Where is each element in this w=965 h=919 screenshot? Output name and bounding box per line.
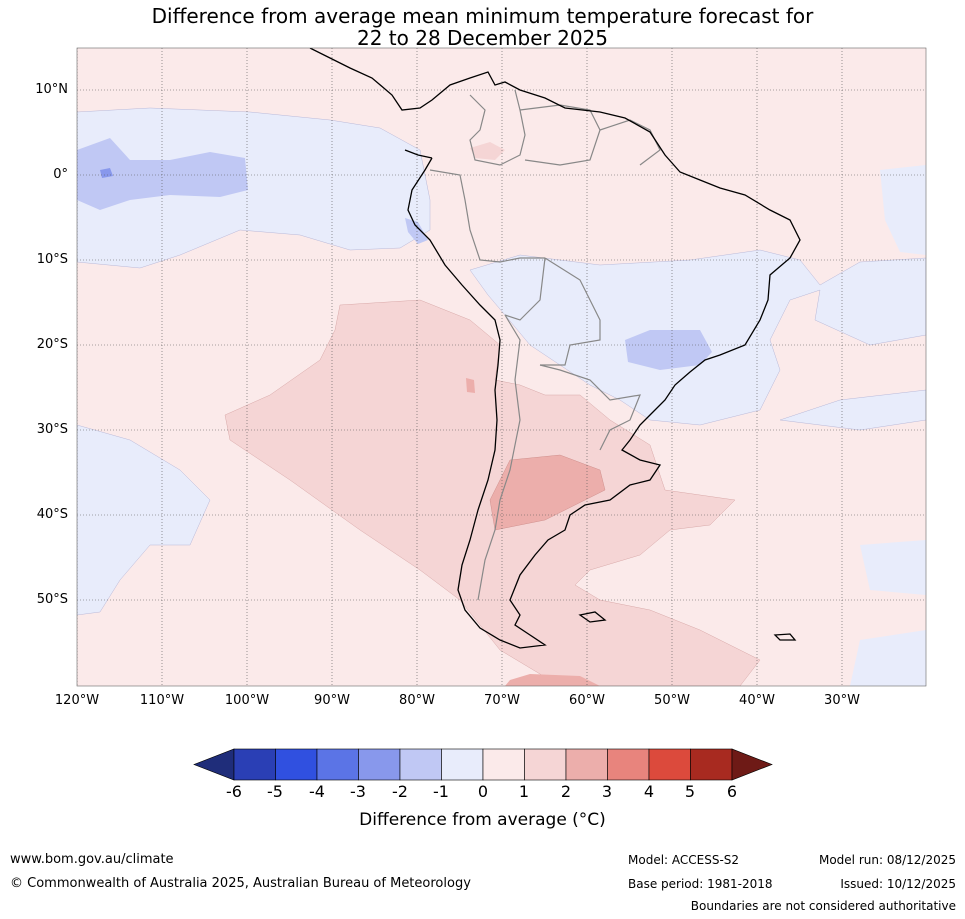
colorbar-bin — [607, 748, 650, 781]
footer-disclaimer: Boundaries are not considered authoritat… — [690, 899, 956, 913]
lon-label-40w: 40°W — [739, 693, 775, 708]
colorbar-bin — [316, 748, 359, 781]
cool-region-southeast-corner — [850, 630, 926, 686]
cool-region-pacific-core — [77, 138, 248, 210]
colorbar-tick: 0 — [477, 782, 489, 801]
colorbar-bin — [399, 748, 442, 781]
map-field — [77, 48, 926, 686]
colorbar-bin — [482, 748, 525, 781]
footer-copyright: © Commonwealth of Australia 2025, Austra… — [10, 876, 471, 891]
colorbar-extend-high — [731, 748, 773, 781]
lon-label-30w: 30°W — [824, 693, 860, 708]
colorbar-tick: -1 — [433, 782, 449, 801]
colorbar-tick: 3 — [601, 782, 613, 801]
lon-label-70w: 70°W — [484, 693, 520, 708]
cool-region-atlantic-east — [880, 165, 926, 255]
lat-label-30s: 30°S — [36, 422, 68, 437]
lat-label-10n: 10°N — [35, 82, 68, 97]
footer-base-period: Base period: 1981-2018 — [628, 877, 773, 891]
colorbar-tick: 1 — [518, 782, 530, 801]
map-frame — [76, 47, 927, 687]
colorbar-tick: -3 — [350, 782, 366, 801]
lon-label-80w: 80°W — [399, 693, 435, 708]
footer-issued: Issued: 10/12/2025 — [840, 877, 956, 891]
lon-label-120w: 120°W — [54, 693, 100, 708]
colorbar-bin — [648, 748, 691, 781]
colorbar-extend-low — [193, 748, 235, 781]
lon-label-50w: 50°W — [654, 693, 690, 708]
map-title-line1: Difference from average mean minimum tem… — [151, 4, 814, 28]
cool-region-south-atlantic — [779, 389, 926, 431]
warm-region-north — [470, 142, 505, 160]
coastline — [309, 48, 801, 649]
cool-region-brazil-core — [625, 330, 712, 370]
colorbar-bin — [275, 748, 318, 781]
colorbar-bin — [565, 748, 608, 781]
colorbar-bin — [441, 748, 484, 781]
colorbar — [193, 748, 773, 781]
footer-model-run: Model run: 08/12/2025 — [818, 853, 956, 867]
lon-label-60w: 60°W — [569, 693, 605, 708]
cool-region-south-pacific — [77, 424, 211, 616]
colorbar-tick: -4 — [309, 782, 325, 801]
colorbar-tick: 4 — [643, 782, 655, 801]
colorbar-tick: 6 — [726, 782, 738, 801]
colorbar-tick: -6 — [226, 782, 242, 801]
lat-label-10s: 10°S — [36, 252, 68, 267]
lat-label-50s: 50°S — [36, 592, 68, 607]
country-borders — [429, 89, 661, 601]
warm-region-pacific-spot — [466, 378, 475, 393]
colorbar-tick: -2 — [392, 782, 408, 801]
lat-label-0: 0° — [53, 167, 68, 182]
map-title-line2: 22 to 28 December 2025 — [356, 26, 608, 50]
colorbar-tick: 5 — [684, 782, 696, 801]
colorbar-bin — [358, 748, 401, 781]
colorbar-tick: -5 — [267, 782, 283, 801]
warm-region-argentina — [489, 454, 606, 531]
lon-label-100w: 100°W — [224, 693, 270, 708]
lon-label-110w: 110°W — [139, 693, 185, 708]
footer-url: www.bom.gov.au/climate — [10, 852, 174, 867]
lat-label-20s: 20°S — [36, 337, 68, 352]
cool-region-pacific-spot — [100, 168, 113, 178]
graticule — [77, 48, 926, 686]
warm-region-south-edge — [505, 674, 600, 686]
footer-model: Model: ACCESS-S2 — [628, 853, 740, 867]
cool-region-far-southeast — [860, 540, 926, 595]
lat-label-40s: 40°S — [36, 507, 68, 522]
colorbar-bin — [233, 748, 276, 781]
colorbar-bin — [690, 748, 733, 781]
lon-label-90w: 90°W — [314, 693, 350, 708]
warm-region-south-pacific — [224, 299, 761, 686]
colorbar-label: Difference from average (°C) — [359, 810, 606, 830]
colorbar-tick: 2 — [560, 782, 572, 801]
colorbar-bin — [524, 748, 567, 781]
cool-region-peru-coast — [405, 218, 428, 244]
